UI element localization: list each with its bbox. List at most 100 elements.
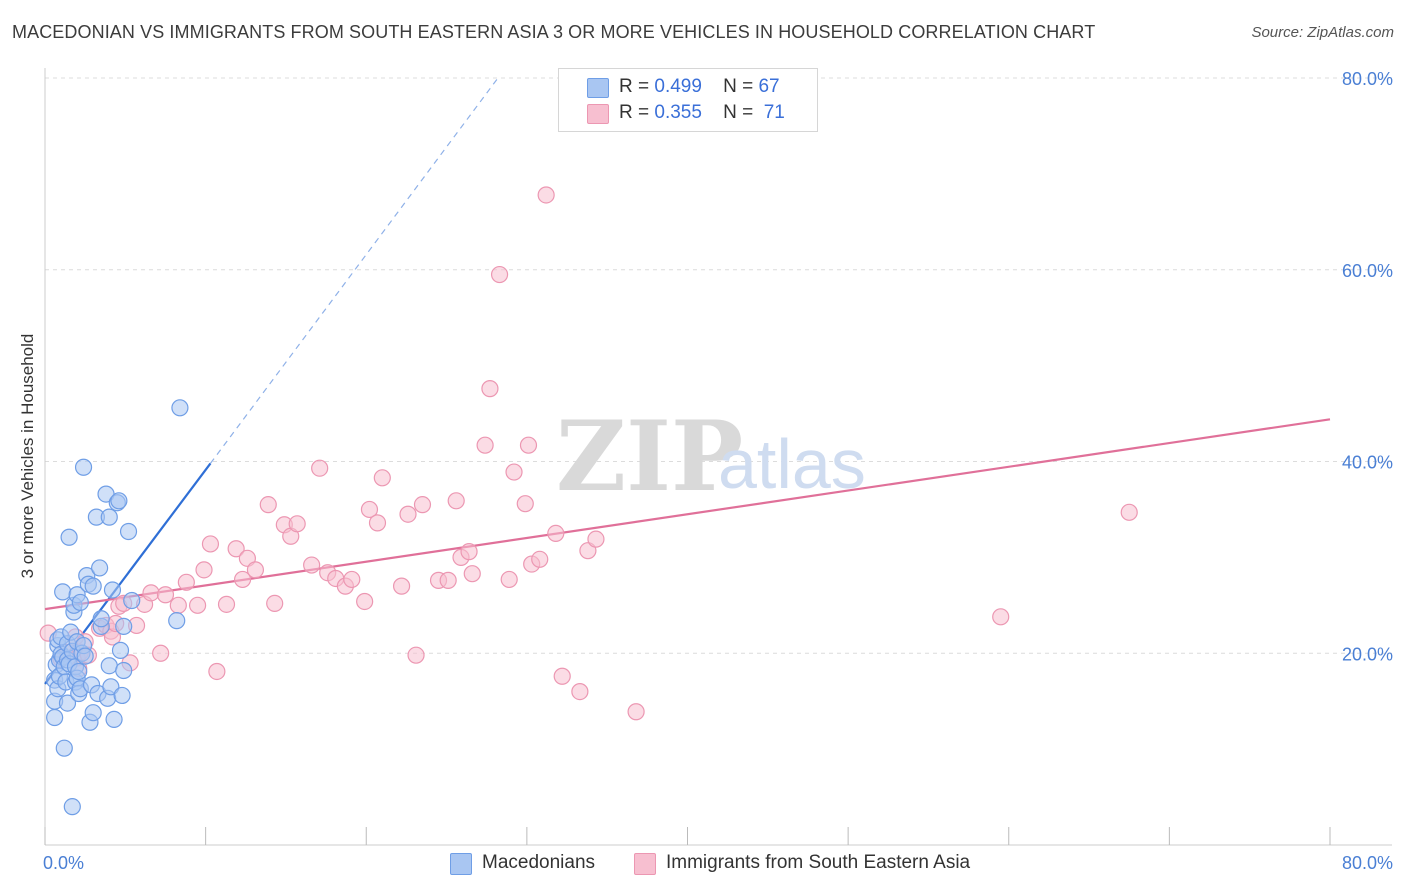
grid-lines: [45, 77, 1392, 654]
legend-n-label: N =: [723, 102, 754, 123]
legend-n-value: 67: [758, 76, 780, 97]
y-tick-label: 20.0%: [1342, 644, 1393, 664]
point-macedonians: [46, 708, 64, 727]
point-immigrants: [519, 436, 538, 454]
legend-r-label: R =: [619, 102, 650, 123]
point-macedonians: [84, 704, 102, 722]
point-macedonians: [111, 641, 130, 659]
trend-line-macedonians-extension: [209, 77, 499, 464]
point-macedonians: [115, 617, 133, 636]
axes: [44, 68, 1392, 846]
point-macedonians: [74, 458, 93, 476]
legend-swatch-macedonians: [587, 78, 609, 98]
point-macedonians: [76, 647, 94, 665]
bottom-legend-swatch-immigrants: [634, 853, 656, 875]
point-immigrants: [303, 556, 321, 574]
point-macedonians: [55, 739, 73, 757]
point-macedonians: [119, 522, 138, 541]
point-immigrants: [188, 596, 207, 614]
point-immigrants: [356, 592, 374, 611]
point-immigrants: [217, 595, 236, 613]
point-immigrants: [169, 596, 187, 614]
point-immigrants: [233, 570, 252, 589]
point-macedonians: [84, 577, 102, 595]
point-macedonians: [103, 581, 122, 599]
legend-r-value: 0.499: [654, 76, 702, 97]
bottom-legend-label: Immigrants from South Eastern Asia: [666, 852, 971, 873]
point-immigrants: [500, 570, 518, 589]
point-immigrants: [627, 703, 645, 721]
legend-r-value: 0.355: [654, 102, 702, 123]
point-macedonians: [168, 612, 186, 630]
point-macedonians: [71, 593, 89, 612]
point-macedonians: [63, 798, 81, 816]
point-immigrants: [537, 186, 555, 204]
bottom-legend-label: Macedonians: [482, 852, 596, 873]
legend-n-value: 71: [763, 102, 785, 123]
point-immigrants: [460, 543, 478, 561]
point-immigrants: [571, 682, 589, 701]
point-immigrants: [992, 608, 1010, 626]
point-immigrants: [531, 550, 549, 568]
point-macedonians: [171, 399, 189, 417]
point-immigrants: [1120, 503, 1138, 521]
point-macedonians: [70, 662, 88, 681]
point-macedonians: [115, 661, 133, 680]
point-immigrants: [208, 662, 226, 681]
chart-title: MACEDONIAN VS IMMIGRANTS FROM SOUTH EAST…: [12, 22, 1096, 42]
point-immigrants: [368, 514, 387, 532]
point-macedonians: [91, 559, 109, 577]
point-immigrants: [360, 500, 379, 519]
point-immigrants: [547, 524, 565, 543]
point-immigrants: [447, 492, 465, 510]
series-immigrants-points: [39, 186, 1138, 721]
point-immigrants: [373, 469, 391, 487]
point-immigrants: [246, 561, 265, 579]
point-immigrants: [177, 573, 195, 591]
tick-labels: 20.0% 40.0% 60.0% 80.0% 0.0% 80.0%: [43, 69, 1393, 873]
point-macedonians: [123, 591, 141, 610]
bottom-legend-swatch-macedonians: [450, 853, 472, 875]
point-macedonians: [110, 492, 128, 510]
point-immigrants: [266, 594, 284, 612]
correlation-legend: R = 0.499 N = 67 R = 0.355 N = 71: [558, 68, 818, 132]
watermark-atlas: atlas: [718, 425, 866, 503]
point-immigrants: [152, 644, 170, 662]
series-macedonians-points: [46, 399, 189, 816]
point-macedonians: [60, 528, 78, 546]
point-macedonians: [100, 657, 118, 675]
point-immigrants: [142, 584, 160, 602]
point-immigrants: [553, 667, 571, 685]
y-tick-label: 60.0%: [1342, 261, 1393, 281]
x-tick-label: 0.0%: [43, 853, 84, 873]
point-immigrants: [156, 586, 175, 604]
point-immigrants: [490, 265, 509, 284]
watermark-zip: ZIP: [556, 400, 743, 513]
point-macedonians: [100, 508, 118, 526]
point-immigrants: [399, 505, 417, 523]
point-macedonians: [58, 694, 77, 712]
y-tick-label: 40.0%: [1342, 453, 1393, 473]
source-label: Source: ZipAtlas.com: [1251, 24, 1394, 41]
point-immigrants: [311, 459, 329, 477]
point-immigrants: [201, 535, 220, 553]
trend-lines: [44, 77, 1331, 685]
point-immigrants: [407, 646, 425, 664]
point-immigrants: [481, 380, 499, 398]
y-tick-label: 80.0%: [1342, 69, 1393, 89]
point-immigrants: [413, 496, 432, 514]
x-tick-label: 80.0%: [1342, 853, 1393, 873]
y-axis-label: 3 or more Vehicles in Household: [18, 333, 37, 579]
point-immigrants: [505, 463, 523, 481]
point-immigrants: [392, 577, 411, 595]
point-immigrants: [195, 561, 213, 579]
point-macedonians: [105, 710, 123, 729]
point-immigrants: [587, 530, 605, 548]
point-macedonians: [113, 686, 131, 705]
point-immigrants: [516, 495, 534, 513]
point-macedonians: [92, 610, 110, 628]
point-immigrants: [343, 570, 361, 589]
point-immigrants: [259, 496, 277, 514]
